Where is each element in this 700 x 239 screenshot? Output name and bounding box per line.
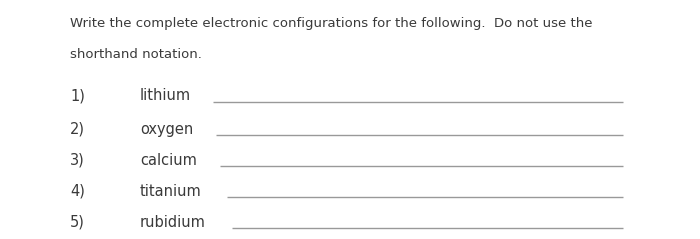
Text: lithium: lithium (140, 88, 191, 103)
Text: oxygen: oxygen (140, 122, 193, 136)
Text: 3): 3) (70, 153, 85, 168)
Text: calcium: calcium (140, 153, 197, 168)
Text: 5): 5) (70, 215, 85, 230)
Text: 4): 4) (70, 184, 85, 199)
Text: 1): 1) (70, 88, 85, 103)
Text: 2): 2) (70, 122, 85, 136)
Text: Write the complete electronic configurations for the following.  Do not use the: Write the complete electronic configurat… (70, 17, 592, 30)
Text: shorthand notation.: shorthand notation. (70, 48, 202, 61)
Text: titanium: titanium (140, 184, 202, 199)
Text: rubidium: rubidium (140, 215, 206, 230)
